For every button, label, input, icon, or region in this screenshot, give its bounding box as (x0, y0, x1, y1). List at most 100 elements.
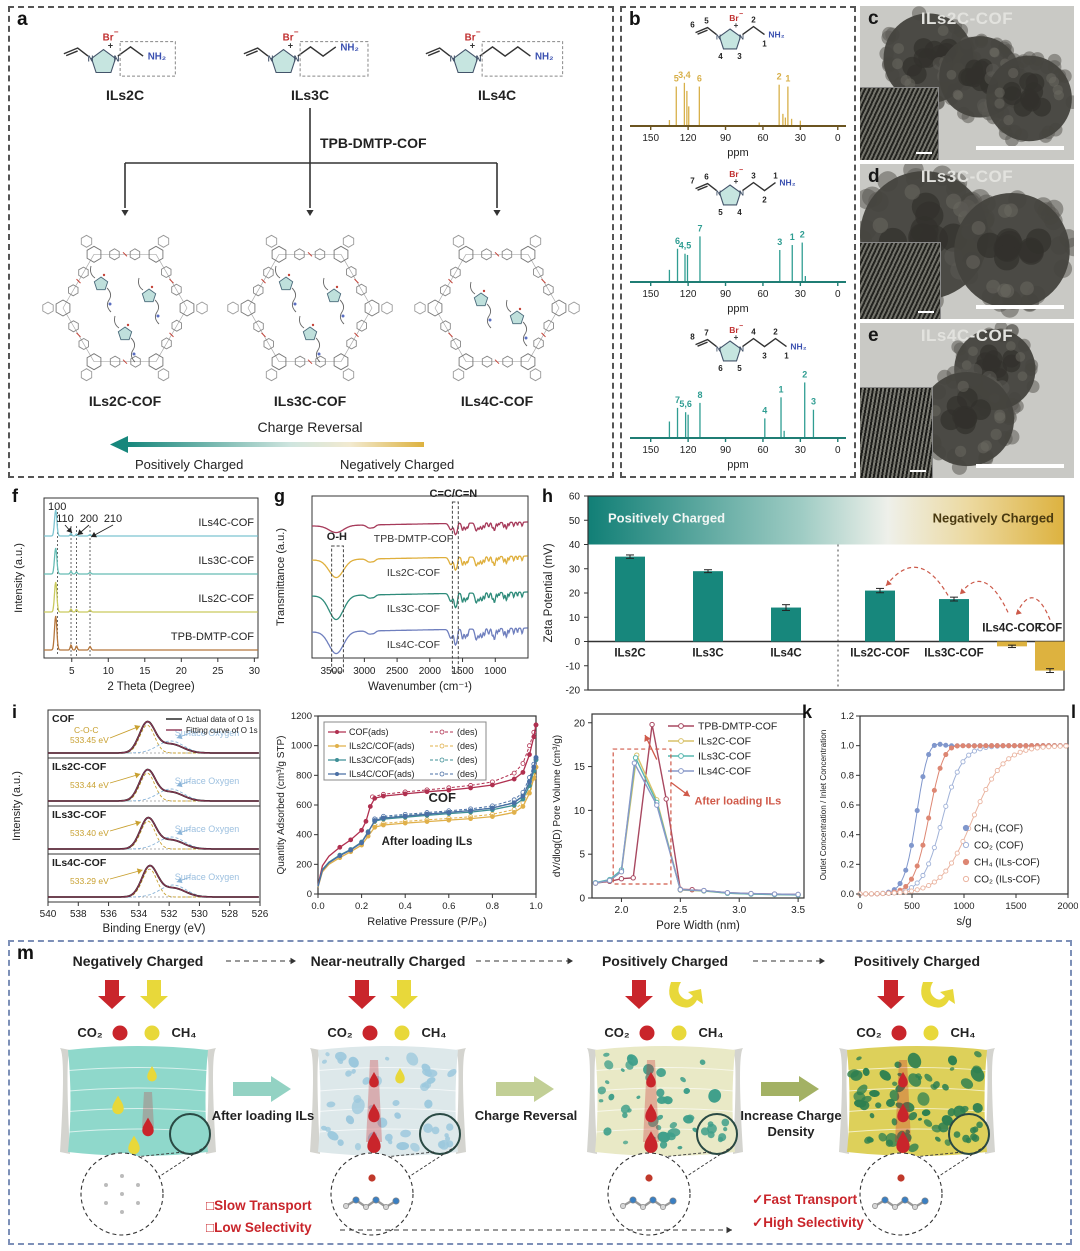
svg-text:Charge Reversal: Charge Reversal (257, 419, 362, 435)
svg-text:s/g: s/g (956, 916, 971, 928)
svg-text:20: 20 (569, 589, 581, 600)
svg-text:0: 0 (835, 289, 841, 300)
svg-text:ILs2C-COF: ILs2C-COF (52, 761, 107, 773)
svg-text:540: 540 (40, 909, 57, 920)
svg-text:0.0: 0.0 (311, 901, 324, 912)
svg-text:120: 120 (680, 445, 697, 456)
svg-text:ILs3C-COF: ILs3C-COF (198, 555, 254, 567)
svg-text:ILs2C-COF: ILs2C-COF (198, 593, 254, 605)
svg-text:NH₂: NH₂ (535, 52, 553, 63)
svg-text:COF: COF (429, 790, 457, 805)
svg-text:2: 2 (800, 230, 805, 240)
svg-text:ILs3C: ILs3C (692, 648, 723, 660)
svg-text:Fitting curve of O 1s: Fitting curve of O 1s (186, 726, 258, 735)
svg-text:1000: 1000 (953, 901, 974, 912)
svg-text:30: 30 (795, 289, 807, 300)
svg-text:7: 7 (690, 177, 695, 186)
panel-b-label: b (629, 9, 641, 30)
svg-text:N: N (739, 191, 744, 198)
tem-inset-lattice (860, 87, 939, 160)
svg-text:3,4: 3,4 (678, 70, 691, 80)
svg-text:−: − (739, 11, 743, 18)
tem-scalebar (976, 464, 1064, 468)
svg-text:✓Fast Transport: ✓Fast Transport (752, 1192, 858, 1207)
panel-i: i COF 533.45 eV C-O-C Surface Oxygen Actual … (8, 702, 268, 935)
svg-text:Intensity (a.u.): Intensity (a.u.) (11, 771, 23, 841)
svg-text:C-O-C: C-O-C (74, 725, 99, 735)
svg-text:−: − (114, 28, 119, 37)
svg-text:6: 6 (690, 21, 695, 30)
pore-width-chart: TPB-DMTP-COF ILs2C-COF ILs3C-COF ILs4C-COF A… (552, 713, 805, 932)
svg-text:538: 538 (70, 909, 87, 920)
svg-text:Transmittance (a.u.): Transmittance (a.u.) (275, 528, 287, 626)
svg-text:Surface Oxygen: Surface Oxygen (175, 872, 240, 882)
svg-text:0.2: 0.2 (841, 859, 854, 870)
svg-text:90: 90 (720, 445, 732, 456)
svg-text:0.8: 0.8 (486, 901, 499, 912)
svg-text:+: + (734, 333, 739, 342)
svg-text:500: 500 (904, 901, 920, 912)
svg-text:ILs4C-COF: ILs4C-COF (982, 623, 1041, 635)
svg-text:ILs4C-COF: ILs4C-COF (198, 517, 254, 529)
svg-text:0: 0 (307, 889, 312, 900)
svg-text:1.0: 1.0 (841, 741, 854, 752)
svg-text:Negatively Charged: Negatively Charged (73, 953, 204, 969)
isotherm-chart: COF(ads) (des) ILs2C/COF(ads) (des) ILs3C/CO… (276, 711, 543, 928)
svg-text:533.40 eV: 533.40 eV (70, 828, 109, 838)
svg-text:CH₄: CH₄ (951, 1025, 976, 1040)
tem-title-e: ILs4C-COF (920, 326, 1014, 345)
panel-a-label: a (17, 9, 28, 30)
panel-l-label: l (1070, 702, 1076, 722)
panel-d-label: d (868, 166, 880, 187)
svg-text:3: 3 (751, 172, 756, 181)
svg-text:TPB-DMTP-COF: TPB-DMTP-COF (374, 533, 453, 545)
mechanism-scheme: Negatively Charged CO₂ CH₄ Near-neutrally C… (10, 942, 995, 1236)
svg-text:0.6: 0.6 (841, 800, 854, 811)
svg-text:Increase Charge: Increase Charge (740, 1108, 841, 1123)
svg-text:Positively Charged: Positively Charged (135, 457, 243, 472)
svg-text:200: 200 (296, 859, 312, 870)
tem-panel-e: e ILs4C-COF (860, 323, 1074, 478)
svg-text:4: 4 (751, 328, 756, 337)
breakthrough-chart: CH₄ (COF) CO₂ (COF) CH₄ (ILs-COF) CO₂ (ILs-… (819, 711, 1078, 928)
svg-text:4,5: 4,5 (679, 241, 692, 251)
svg-text:6: 6 (697, 74, 702, 84)
svg-text:ILs3C-COF: ILs3C-COF (387, 603, 440, 615)
svg-text:800: 800 (296, 770, 312, 781)
svg-text:0.6: 0.6 (442, 901, 455, 912)
svg-text:3.5: 3.5 (791, 905, 805, 916)
svg-text:ILs2C-COF: ILs2C-COF (698, 736, 751, 748)
svg-text:7: 7 (704, 329, 709, 338)
svg-text:ILs2C-COF: ILs2C-COF (89, 393, 162, 409)
svg-text:NH₂: NH₂ (768, 30, 784, 40)
svg-text:N: N (716, 35, 721, 42)
svg-text:-10: -10 (566, 661, 581, 672)
svg-text:COF: COF (52, 713, 75, 725)
svg-text:30: 30 (569, 564, 581, 575)
svg-text:Positively Charged: Positively Charged (854, 953, 980, 969)
svg-text:60: 60 (757, 445, 769, 456)
svg-text:2000: 2000 (1057, 901, 1078, 912)
xrd-chart: ILs4C-COF ILs3C-COF ILs2C-COF TPB-DMTP-COF 1… (13, 497, 260, 693)
svg-text:8: 8 (690, 333, 695, 342)
svg-text:0.0: 0.0 (841, 889, 854, 900)
svg-text:Near-neutrally Charged: Near-neutrally Charged (311, 953, 466, 969)
svg-text:1000: 1000 (291, 741, 312, 752)
svg-text:200: 200 (80, 513, 98, 525)
panel-e-label: e (868, 325, 879, 346)
svg-text:0.8: 0.8 (841, 770, 854, 781)
panel-h: h Positively Charged Negatively Charged -2… (538, 486, 1078, 700)
svg-text:Surface Oxygen: Surface Oxygen (175, 824, 240, 834)
svg-text:120: 120 (680, 133, 697, 144)
svg-text:N: N (450, 54, 456, 63)
svg-text:6: 6 (704, 173, 709, 182)
svg-text:2: 2 (762, 196, 767, 205)
svg-text:(des): (des) (457, 741, 478, 751)
svg-text:150: 150 (642, 289, 659, 300)
svg-text:1: 1 (779, 384, 784, 394)
svg-text:CO₂: CO₂ (856, 1025, 882, 1040)
svg-text:90: 90 (720, 289, 732, 300)
svg-text:536: 536 (100, 909, 117, 920)
